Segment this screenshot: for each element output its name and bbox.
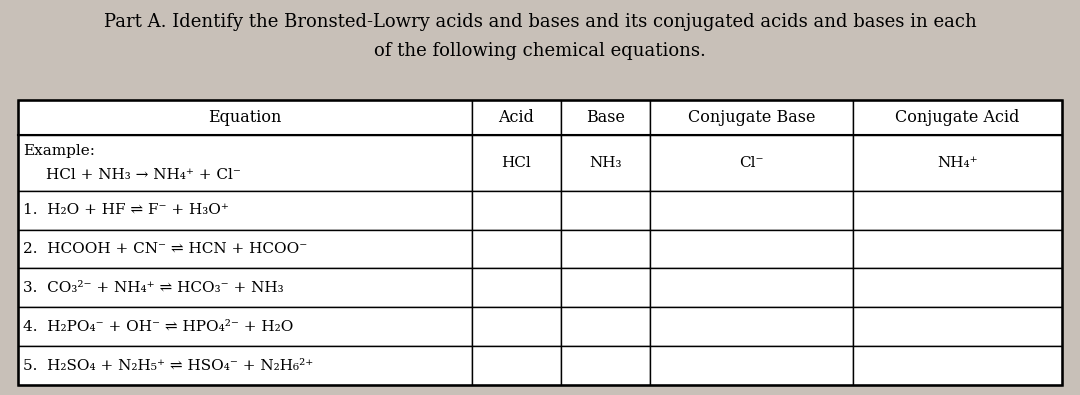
Bar: [18, 135, 472, 191]
Text: Example:: Example:: [23, 144, 95, 158]
Bar: [561, 191, 650, 229]
Text: Cl⁻: Cl⁻: [739, 156, 764, 170]
Bar: [561, 307, 650, 346]
Bar: [561, 135, 650, 191]
Text: Acid: Acid: [499, 109, 535, 126]
Bar: [853, 307, 1062, 346]
Bar: [472, 346, 561, 385]
Bar: [18, 346, 472, 385]
Text: Part A. Identify the Bronsted-Lowry acids and bases and its conjugated acids and: Part A. Identify the Bronsted-Lowry acid…: [104, 13, 976, 31]
Bar: [853, 229, 1062, 269]
Bar: [650, 135, 853, 191]
Bar: [472, 135, 561, 191]
Text: Conjugate Acid: Conjugate Acid: [895, 109, 1020, 126]
Bar: [18, 307, 472, 346]
Bar: [561, 100, 650, 135]
Bar: [18, 100, 1062, 385]
Bar: [853, 135, 1062, 191]
Bar: [853, 346, 1062, 385]
Bar: [650, 191, 853, 229]
Text: 1.  H₂O + HF ⇌ F⁻ + H₃O⁺: 1. H₂O + HF ⇌ F⁻ + H₃O⁺: [23, 203, 229, 217]
Bar: [472, 269, 561, 307]
Bar: [472, 191, 561, 229]
Text: HCl: HCl: [501, 156, 531, 170]
Bar: [18, 229, 472, 269]
Bar: [853, 191, 1062, 229]
Bar: [853, 269, 1062, 307]
Bar: [18, 191, 472, 229]
Bar: [650, 269, 853, 307]
Text: of the following chemical equations.: of the following chemical equations.: [374, 42, 706, 60]
Bar: [650, 100, 853, 135]
Bar: [561, 229, 650, 269]
Bar: [18, 269, 472, 307]
Text: 2.  HCOOH + CN⁻ ⇌ HCN + HCOO⁻: 2. HCOOH + CN⁻ ⇌ HCN + HCOO⁻: [23, 242, 307, 256]
Text: 4.  H₂PO₄⁻ + OH⁻ ⇌ HPO₄²⁻ + H₂O: 4. H₂PO₄⁻ + OH⁻ ⇌ HPO₄²⁻ + H₂O: [23, 320, 294, 334]
Bar: [650, 307, 853, 346]
Text: 3.  CO₃²⁻ + NH₄⁺ ⇌ HCO₃⁻ + NH₃: 3. CO₃²⁻ + NH₄⁺ ⇌ HCO₃⁻ + NH₃: [23, 281, 284, 295]
Bar: [853, 100, 1062, 135]
Text: HCl + NH₃ → NH₄⁺ + Cl⁻: HCl + NH₃ → NH₄⁺ + Cl⁻: [46, 168, 241, 182]
Bar: [472, 307, 561, 346]
Text: Base: Base: [585, 109, 624, 126]
Bar: [472, 100, 561, 135]
Bar: [561, 346, 650, 385]
Text: Conjugate Base: Conjugate Base: [688, 109, 815, 126]
Bar: [472, 229, 561, 269]
Text: NH₄⁺: NH₄⁺: [937, 156, 977, 170]
Bar: [561, 269, 650, 307]
Bar: [650, 346, 853, 385]
Text: Equation: Equation: [208, 109, 282, 126]
Bar: [650, 229, 853, 269]
Bar: [18, 100, 472, 135]
Text: 5.  H₂SO₄ + N₂H₅⁺ ⇌ HSO₄⁻ + N₂H₆²⁺: 5. H₂SO₄ + N₂H₅⁺ ⇌ HSO₄⁻ + N₂H₆²⁺: [23, 359, 313, 372]
Text: NH₃: NH₃: [589, 156, 621, 170]
